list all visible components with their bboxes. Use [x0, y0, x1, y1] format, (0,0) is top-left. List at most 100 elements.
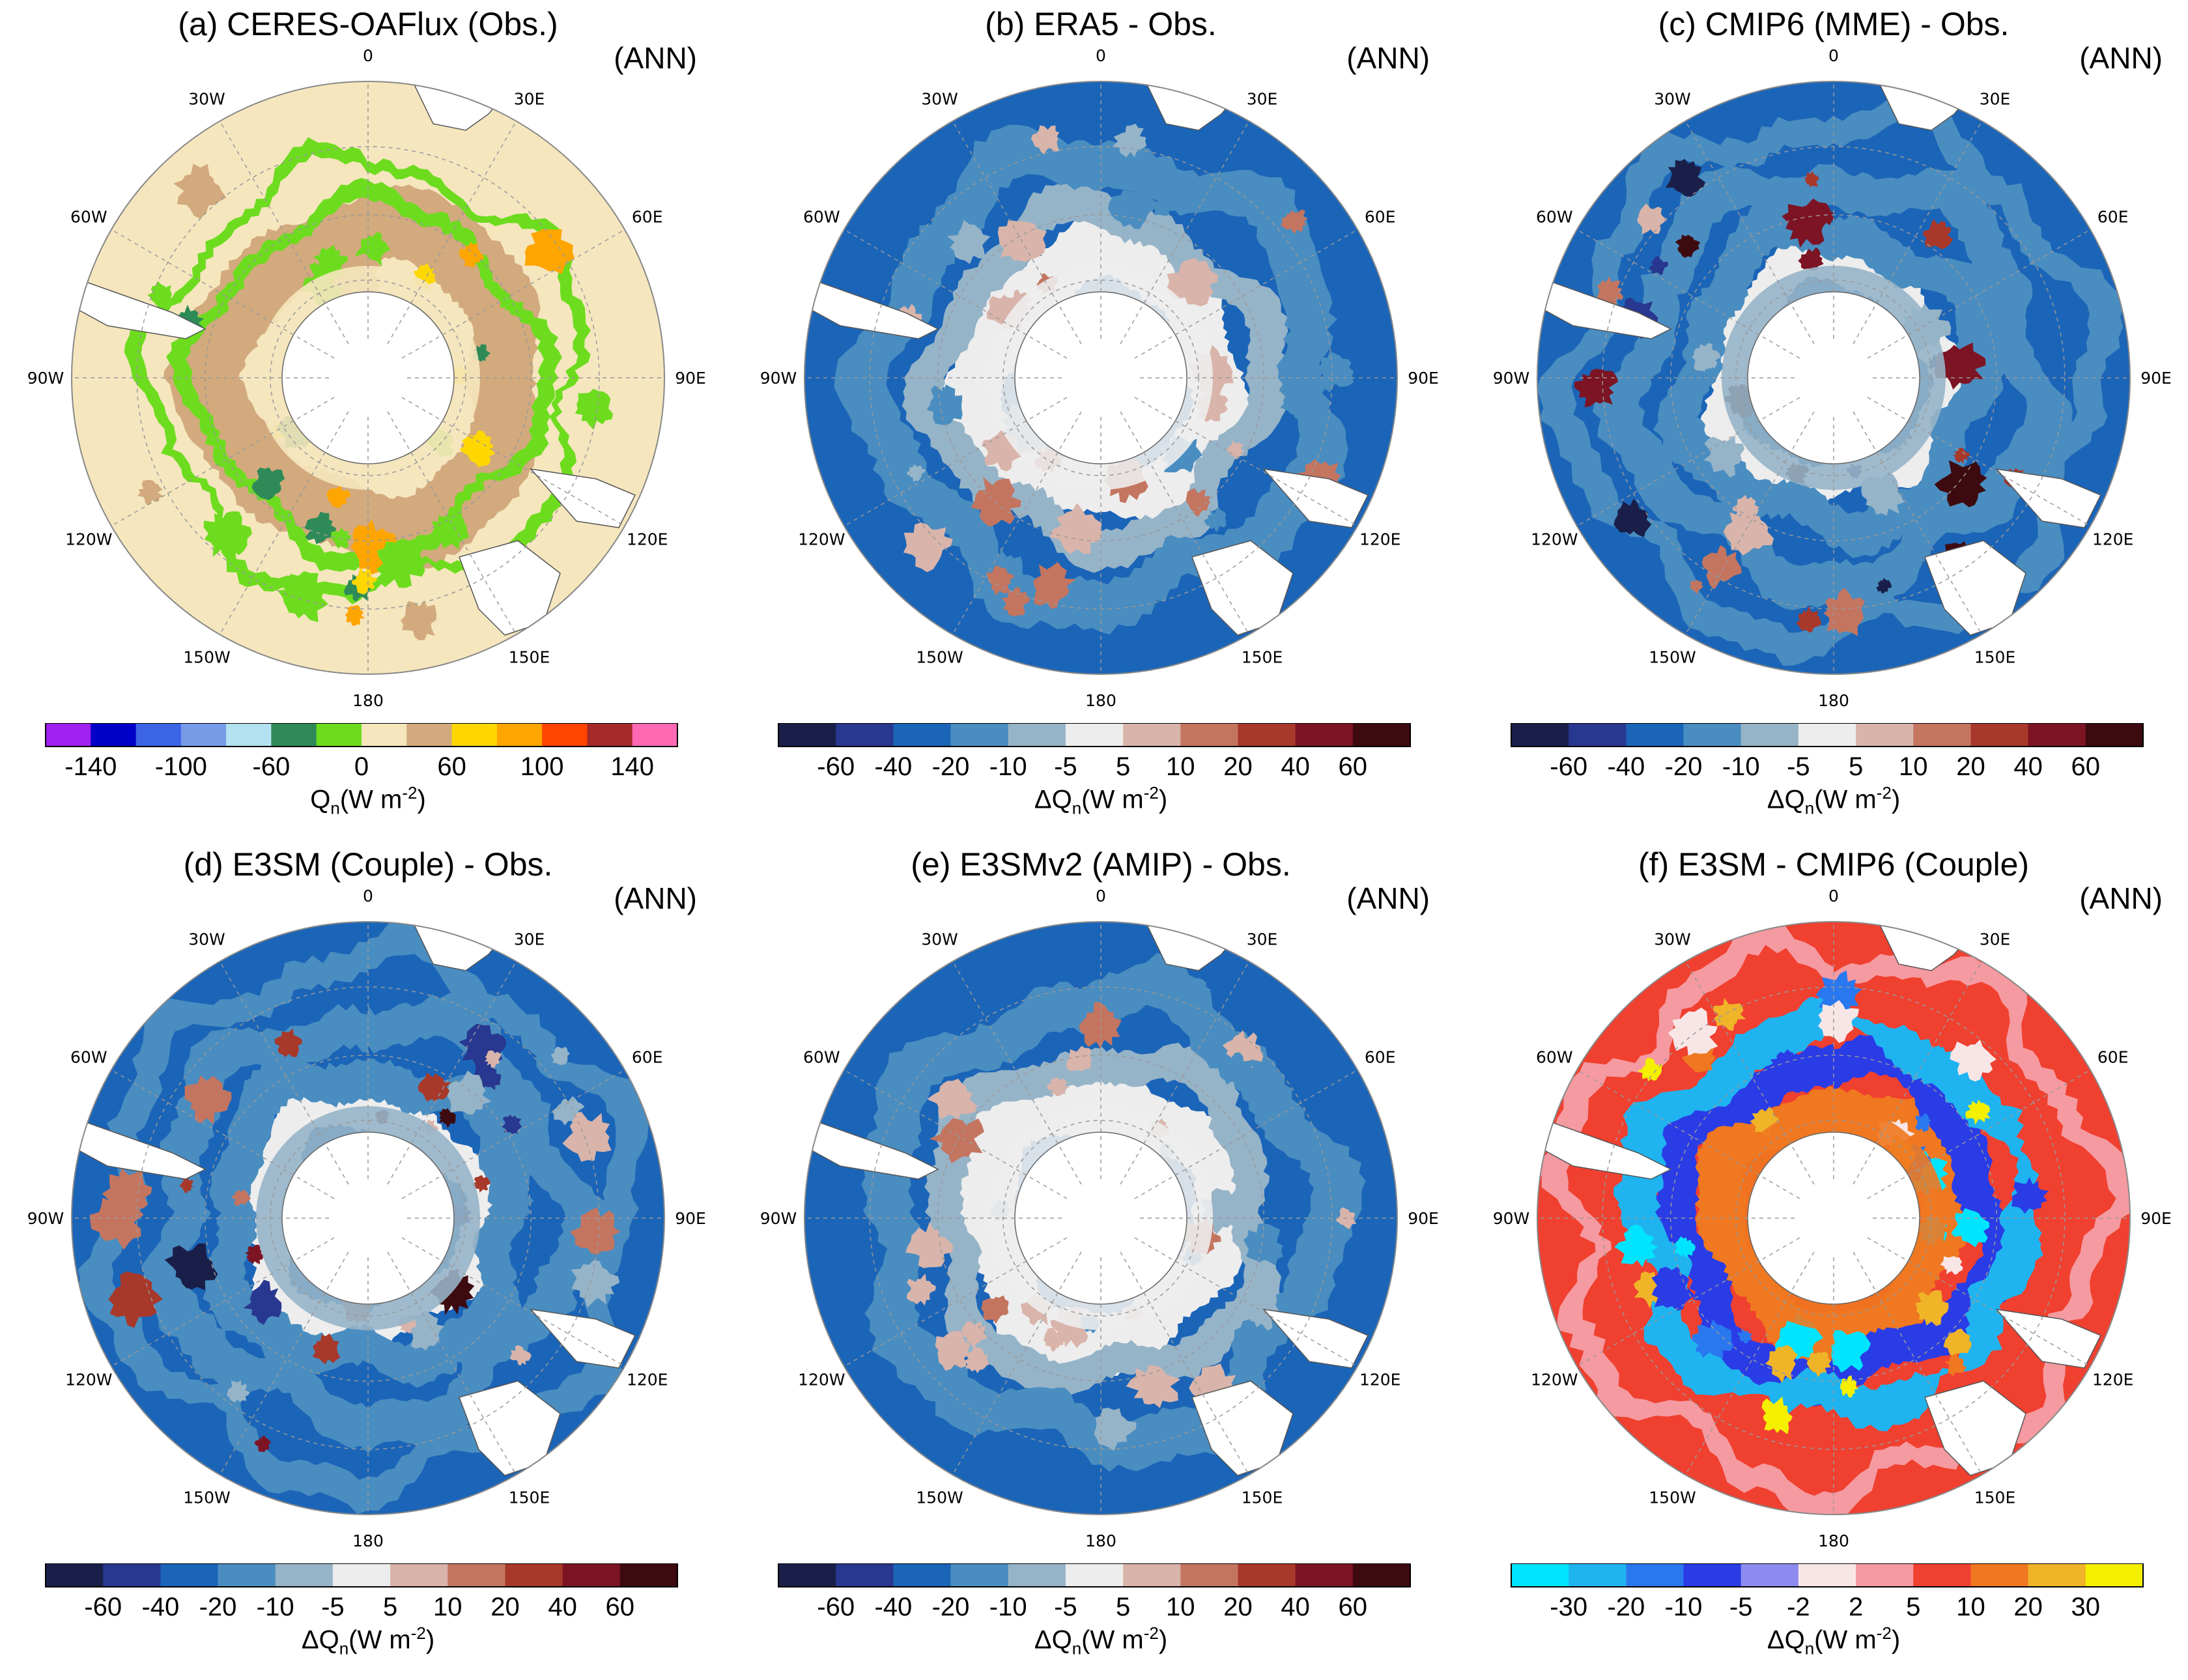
colorbar-swatch: [1008, 723, 1066, 747]
continent: [1537, 276, 1672, 339]
colorbar-swatch: [1970, 723, 2029, 747]
colorbar-tick-label: -10: [989, 752, 1027, 781]
field-blob: [1108, 183, 1158, 229]
colorbar-swatch: [1913, 723, 1971, 747]
field-blob: [1186, 488, 1210, 517]
polar-map: 0 30E 60E 90E 120E 150E 180 150W 120W 90W 60W 30W: [760, 46, 1439, 710]
field-blob: [102, 1168, 152, 1220]
continent: [1995, 1308, 2102, 1369]
colorbar-swatch: [619, 1563, 678, 1587]
colorbar-title: ΔQn(W m-2): [1767, 783, 1901, 818]
longitude-label: 150E: [509, 1488, 550, 1507]
field-blob: [1732, 494, 1759, 521]
field-blob: [1761, 1396, 1793, 1434]
field-blob: [231, 1189, 251, 1206]
colorbar-tick-label: 0: [354, 752, 369, 781]
field-blob: [1750, 1107, 1780, 1137]
field-blob: [1940, 1256, 1963, 1275]
field-blob: [1281, 209, 1308, 235]
panel-title: (c) CMIP6 (MME) - Obs.: [1658, 6, 2010, 42]
colorbar-tick-label: 5: [1906, 1593, 1920, 1621]
field-blob: [926, 384, 963, 425]
longitude-label: 90W: [27, 1209, 64, 1228]
map-boundary: [71, 921, 665, 1515]
colorbar-tick-label: -60: [84, 1593, 122, 1621]
colorbar: -140 -100 -60 0 60 100 140: [45, 723, 678, 781]
field-blob: [1831, 1330, 1871, 1373]
longitude-label: 0: [1096, 46, 1106, 65]
field-blob: [1118, 973, 1147, 999]
continent: [804, 1116, 939, 1180]
colorbar-swatch: [2085, 723, 2144, 747]
colorbar-swatch: [390, 1563, 448, 1587]
colorbar-tick-label: -40: [874, 752, 912, 781]
polar-map: 0 30E 60E 90E 120E 150E 180 150W 120W 90W 60W 30W: [27, 887, 706, 1550]
map-boundary: [804, 921, 1398, 1515]
colorbar-tick-label: -20: [932, 752, 970, 781]
colorbar-swatch: [632, 723, 678, 747]
field-blob: [1043, 1328, 1068, 1352]
longitude-label: 180: [352, 691, 384, 710]
colorbar-title: Qn(W m-2): [310, 783, 426, 818]
continent: [804, 81, 913, 177]
colorbar-title: ΔQn(W m-2): [301, 1623, 435, 1659]
longitude-label: 120W: [798, 530, 845, 549]
colorbar-swatch: [1295, 1563, 1354, 1587]
graticule: [72, 922, 664, 1515]
colorbar-swatch: [1569, 1563, 1627, 1587]
colorbar-swatch: [2028, 1563, 2086, 1587]
field-blob: [935, 1330, 971, 1371]
colorbar-tick-label: -20: [1607, 1593, 1645, 1621]
longitude-label: 120E: [627, 1371, 668, 1389]
colorbar-frame: [1511, 723, 2144, 747]
colorbar-frame: [778, 723, 1411, 747]
field-blob: [1965, 1100, 1991, 1125]
field-blob: [137, 479, 163, 505]
field-band: [1653, 203, 2006, 558]
field-blob: [472, 1175, 491, 1193]
colorbar-tick-label: 30: [2071, 1593, 2101, 1621]
longitude-label: 0: [363, 887, 373, 905]
colorbar-swatch: [1740, 723, 1799, 747]
colorbar-tick-label: 20: [1223, 752, 1253, 781]
colorbar-swatch: [1511, 723, 1569, 747]
field-blob: [1613, 498, 1652, 537]
colorbar-tick-label: -5: [1787, 752, 1810, 781]
field-blob: [1094, 1408, 1137, 1451]
longitude-label: 60E: [632, 208, 663, 227]
field-blob: [1066, 1046, 1092, 1072]
longitude-label: 60W: [70, 1048, 107, 1067]
field-blob: [1806, 1352, 1832, 1378]
colorbar-swatch: [1008, 1563, 1066, 1587]
polar-map: 0 30E 60E 90E 120E 150E 180 150W 120W 90W 60W 30W: [1493, 46, 2172, 710]
colorbar-swatch: [1569, 723, 1627, 747]
field-blob: [1316, 351, 1354, 393]
colorbar-tick-label: -60: [817, 752, 855, 781]
colorbar-swatch: [778, 1563, 836, 1587]
panel-f: (f) E3SM - CMIP6 (Couple) (ANN) 0 30E 60E 90E…: [1475, 840, 2188, 1668]
longitude-label: 60W: [803, 208, 840, 227]
colorbar-swatch: [406, 723, 453, 747]
field-blob: [1798, 247, 1824, 271]
colorbar-swatch: [836, 1563, 894, 1587]
field-blob: [1673, 1236, 1696, 1259]
colorbar-swatch: [1913, 1563, 1971, 1587]
longitude-label: 150W: [183, 1488, 230, 1507]
longitude-label: 0: [1096, 887, 1106, 905]
colorbar-swatch: [950, 1563, 1009, 1587]
longitude-label: 30W: [921, 930, 958, 948]
colorbar-tick-label: 20: [490, 1593, 520, 1621]
map-boundary: [1537, 921, 2131, 1515]
field-blob: [1782, 198, 1830, 248]
colorbar-swatch: [271, 723, 317, 747]
colorbar-tick-label: -10: [257, 1593, 294, 1621]
field-blob: [1649, 256, 1669, 276]
colorbar-swatch: [1123, 1563, 1181, 1587]
colorbar-tick-label: -5: [1054, 752, 1077, 781]
panel-b: (b) ERA5 - Obs. (ANN) 0 30E 60E 90E 120E 150E 18…: [743, 0, 1459, 827]
field-blob: [502, 1115, 522, 1135]
longitude-label: 90E: [2140, 1209, 2172, 1228]
field-blob: [401, 600, 437, 640]
field-blob: [1815, 970, 1862, 1017]
colorbar-frame: [1511, 1563, 2144, 1587]
